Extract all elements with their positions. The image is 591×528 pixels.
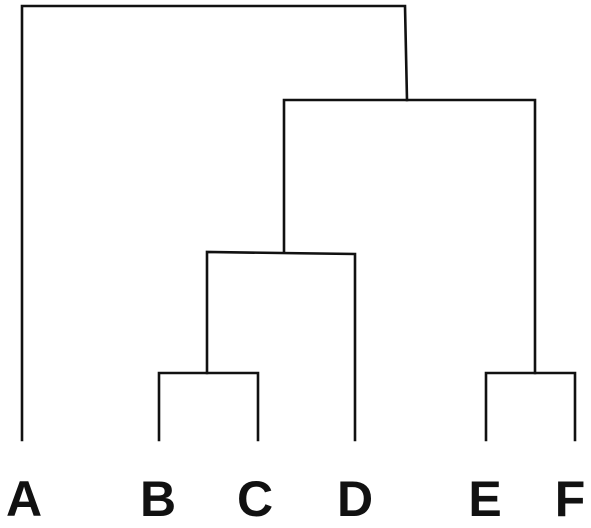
branch-bc: [157, 371, 260, 442]
leaf-label-c: C: [237, 471, 273, 527]
leaf-label-d: D: [337, 471, 373, 527]
leaf-labels: A B C D E F: [6, 471, 585, 527]
branches: [20, 4, 577, 442]
branch-bcd: [205, 250, 357, 442]
branch-bcdef: [282, 98, 537, 375]
branch-root: [20, 4, 409, 442]
leaf-label-b: B: [140, 471, 176, 527]
branch-ef: [484, 371, 577, 442]
leaf-label-e: E: [468, 471, 501, 527]
leaf-label-a: A: [6, 471, 42, 527]
leaf-label-f: F: [555, 471, 586, 527]
